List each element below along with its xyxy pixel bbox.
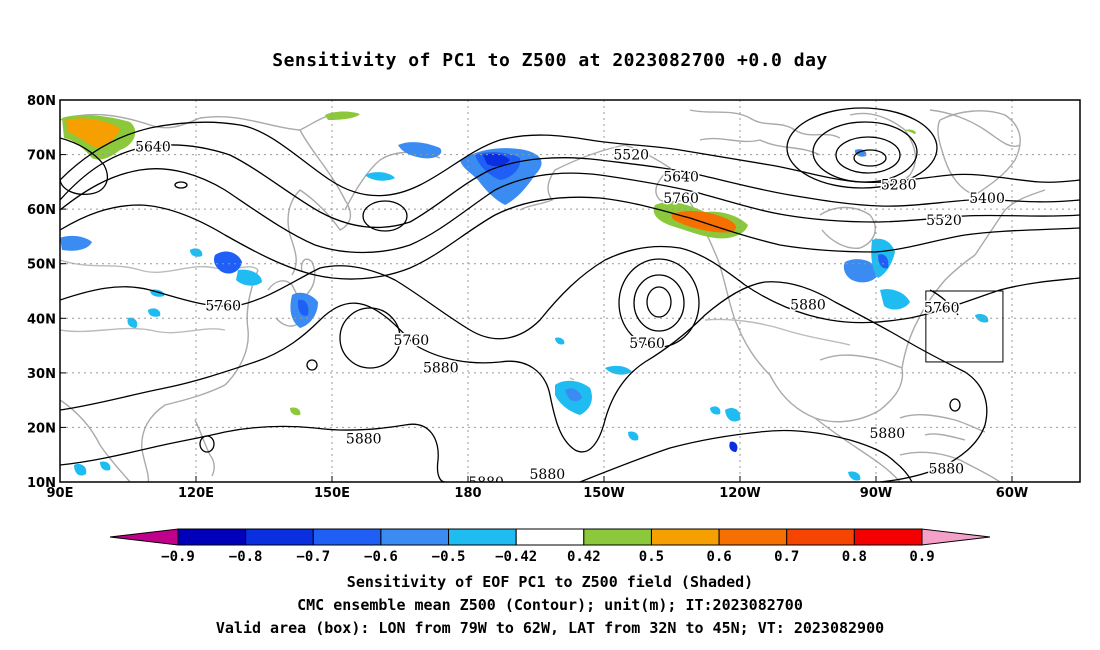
lon-label-150w: 150W [583, 486, 624, 501]
footer-line-3: Valid area (box): LON from 79W to 62W, L… [215, 619, 885, 637]
longitude-labels: 90E 120E 150E 180 150W 120W 90W 60W [47, 486, 1029, 501]
colorbar-swatch [177, 528, 247, 546]
contour-label: 5520 [926, 213, 962, 229]
lat-label-60n: 60N [27, 203, 56, 218]
colorbar-swatch [718, 528, 788, 546]
footer-line-2: CMC ensemble mean Z500 (Contour); unit(m… [297, 596, 803, 614]
colorbar-labels: −0.9 −0.8 −0.7 −0.6 −0.5 −0.42 0.42 0.5 0.6 0.7 0.… [161, 549, 935, 565]
contour-label: 5880 [790, 298, 826, 314]
colorbar-label: −0.6 [364, 549, 398, 565]
colorbar-label: 0.6 [706, 549, 731, 565]
lon-label-150e: 150E [314, 486, 350, 501]
contour-label: 5760 [663, 191, 699, 207]
colorbar-swatch [515, 528, 585, 546]
contour-labels: 5640 5520 5640 5760 5280 5400 5520 5880 5760 5760… [134, 138, 1007, 491]
colorbar-label: −0.5 [432, 549, 466, 565]
contour-label: 5760 [394, 333, 430, 349]
contour-label: 5760 [629, 336, 665, 352]
lon-label-120e: 120E [178, 486, 214, 501]
sensitivity-shading [60, 111, 989, 481]
colorbar-label: −0.9 [161, 549, 195, 565]
valid-area-box [925, 290, 1004, 363]
lon-label-90w: 90W [860, 486, 892, 501]
colorbar-swatch [312, 528, 382, 546]
contour-label: 5640 [135, 139, 171, 155]
lat-label-20n: 20N [27, 421, 56, 436]
z500-contours [60, 107, 1080, 482]
colorbar-label: −0.7 [296, 549, 330, 565]
plot-title: Sensitivity of PC1 to Z500 at 2023082700… [272, 50, 828, 71]
contour-label: 5880 [346, 431, 382, 447]
colorbar-swatch [380, 528, 450, 546]
latitude-labels: 80N 70N 60N 50N 40N 30N 20N 10N [27, 94, 56, 491]
colorbar-swatch [448, 528, 517, 546]
colorbar-swatch [650, 528, 720, 546]
colorbar-label: −0.42 [495, 549, 537, 565]
colorbar [109, 528, 991, 546]
colorbar-triangle-low [109, 528, 179, 546]
contour-label: 5760 [205, 299, 241, 315]
lat-label-50n: 50N [27, 258, 56, 273]
lat-label-40n: 40N [27, 312, 56, 327]
lon-label-90e: 90E [47, 486, 74, 501]
contour-label: 5760 [924, 300, 960, 316]
lat-label-30n: 30N [27, 367, 56, 382]
colorbar-swatch [583, 528, 652, 546]
map-frame [59, 99, 1081, 483]
colorbar-swatch [245, 528, 314, 546]
colorbar-triangle-high [921, 528, 991, 546]
lon-label-120w: 120W [719, 486, 760, 501]
graticule [60, 100, 1080, 482]
colorbar-label: 0.42 [567, 549, 601, 565]
tick-marks [60, 99, 1013, 483]
contour-label: 5280 [881, 178, 917, 194]
colorbar-label: 0.5 [639, 549, 664, 565]
colorbar-label: 0.7 [774, 549, 799, 565]
contour-label: 5400 [969, 191, 1005, 207]
lat-label-80n: 80N [27, 94, 56, 109]
lon-label-60w: 60W [996, 486, 1028, 501]
lat-label-10n: 10N [27, 476, 56, 491]
colorbar-swatch [786, 528, 855, 546]
colorbar-label: 0.9 [909, 549, 934, 565]
contour-label: 5880 [870, 426, 906, 442]
lat-label-70n: 70N [27, 149, 56, 164]
contour-label: 5880 [468, 475, 504, 491]
footer-line-1: Sensitivity of EOF PC1 to Z500 field (Sh… [346, 573, 754, 591]
contour-label: 5880 [928, 461, 964, 477]
contour-label: 5520 [613, 148, 649, 164]
contour-label: 5640 [663, 169, 699, 185]
colorbar-label: 0.8 [842, 549, 867, 565]
colorbar-swatch [853, 528, 923, 546]
lon-label-180: 180 [454, 486, 481, 501]
contour-label: 5880 [530, 467, 566, 483]
colorbar-label: −0.8 [229, 549, 263, 565]
contour-label: 5880 [423, 360, 459, 376]
